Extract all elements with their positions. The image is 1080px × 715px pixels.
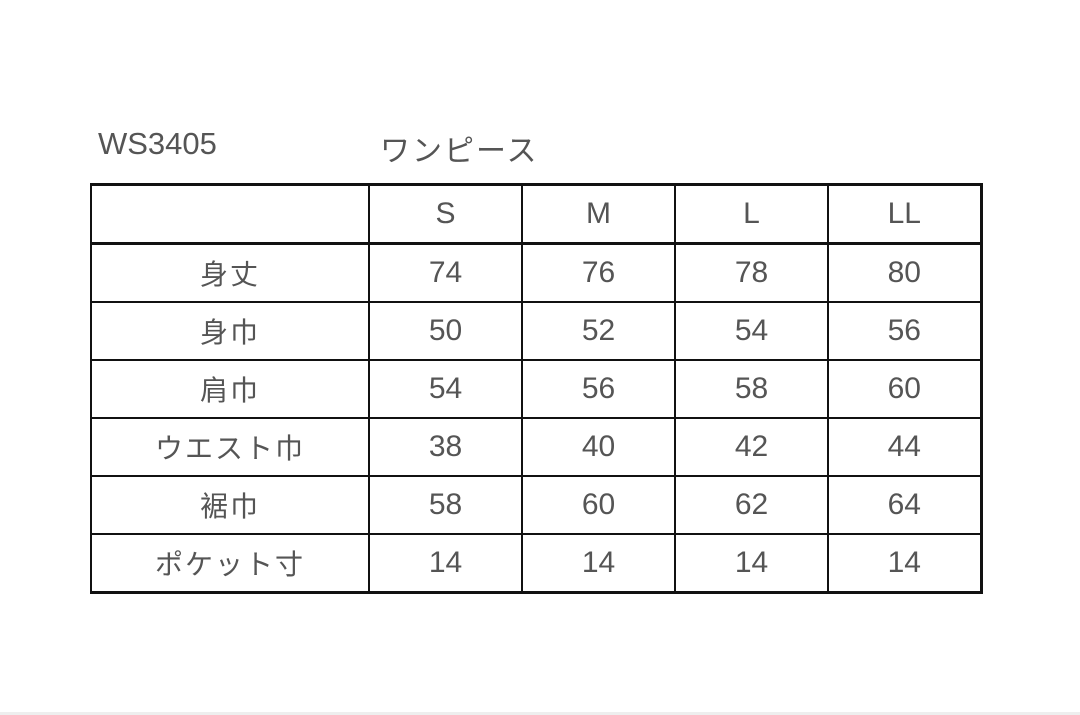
value-cell: 60 xyxy=(827,359,983,419)
value-cell: 40 xyxy=(521,417,676,477)
header-cell xyxy=(90,183,370,245)
value-cell: 62 xyxy=(674,475,829,535)
value-cell: 44 xyxy=(827,417,983,477)
value-cell: 54 xyxy=(674,301,829,361)
product-name: ワンピース xyxy=(380,134,539,169)
value-cell: 52 xyxy=(521,301,676,361)
value-cell: 78 xyxy=(674,242,829,303)
header-cell: S xyxy=(368,183,523,245)
value-cell: 76 xyxy=(521,242,676,303)
value-cell: 50 xyxy=(368,301,523,361)
value-cell: 38 xyxy=(368,417,523,477)
value-cell: 14 xyxy=(521,533,676,594)
table-row: 身巾 50 52 54 56 xyxy=(90,301,983,361)
header-cell: LL xyxy=(827,183,983,245)
value-cell: 42 xyxy=(674,417,829,477)
value-cell: 14 xyxy=(368,533,523,594)
table-row: ポケット寸 14 14 14 14 xyxy=(90,533,983,594)
value-cell: 14 xyxy=(827,533,983,594)
table-row: 裾巾 58 60 62 64 xyxy=(90,475,983,535)
value-cell: 80 xyxy=(827,242,983,303)
value-cell: 56 xyxy=(521,359,676,419)
value-cell: 56 xyxy=(827,301,983,361)
product-code: WS3405 xyxy=(98,126,217,161)
value-cell: 74 xyxy=(368,242,523,303)
header-cell: M xyxy=(521,183,676,245)
table-row: ウエスト巾 38 40 42 44 xyxy=(90,417,983,477)
row-label: ウエスト巾 xyxy=(90,417,370,477)
row-label: 身丈 xyxy=(90,242,370,303)
value-cell: 14 xyxy=(674,533,829,594)
value-cell: 64 xyxy=(827,475,983,535)
size-table: S M L LL 身丈 74 76 78 80 身巾 50 52 54 56 肩巾 54 56 58 60 ウ… xyxy=(90,183,983,594)
row-label: 身巾 xyxy=(90,301,370,361)
header-row: S M L LL xyxy=(90,183,983,245)
footer-bar xyxy=(0,712,1080,715)
row-label: 肩巾 xyxy=(90,359,370,419)
header-cell: L xyxy=(674,183,829,245)
value-cell: 60 xyxy=(521,475,676,535)
value-cell: 58 xyxy=(368,475,523,535)
table-row: 身丈 74 76 78 80 xyxy=(90,242,983,303)
row-label: ポケット寸 xyxy=(90,533,370,594)
value-cell: 58 xyxy=(674,359,829,419)
row-label: 裾巾 xyxy=(90,475,370,535)
table-row: 肩巾 54 56 58 60 xyxy=(90,359,983,419)
value-cell: 54 xyxy=(368,359,523,419)
